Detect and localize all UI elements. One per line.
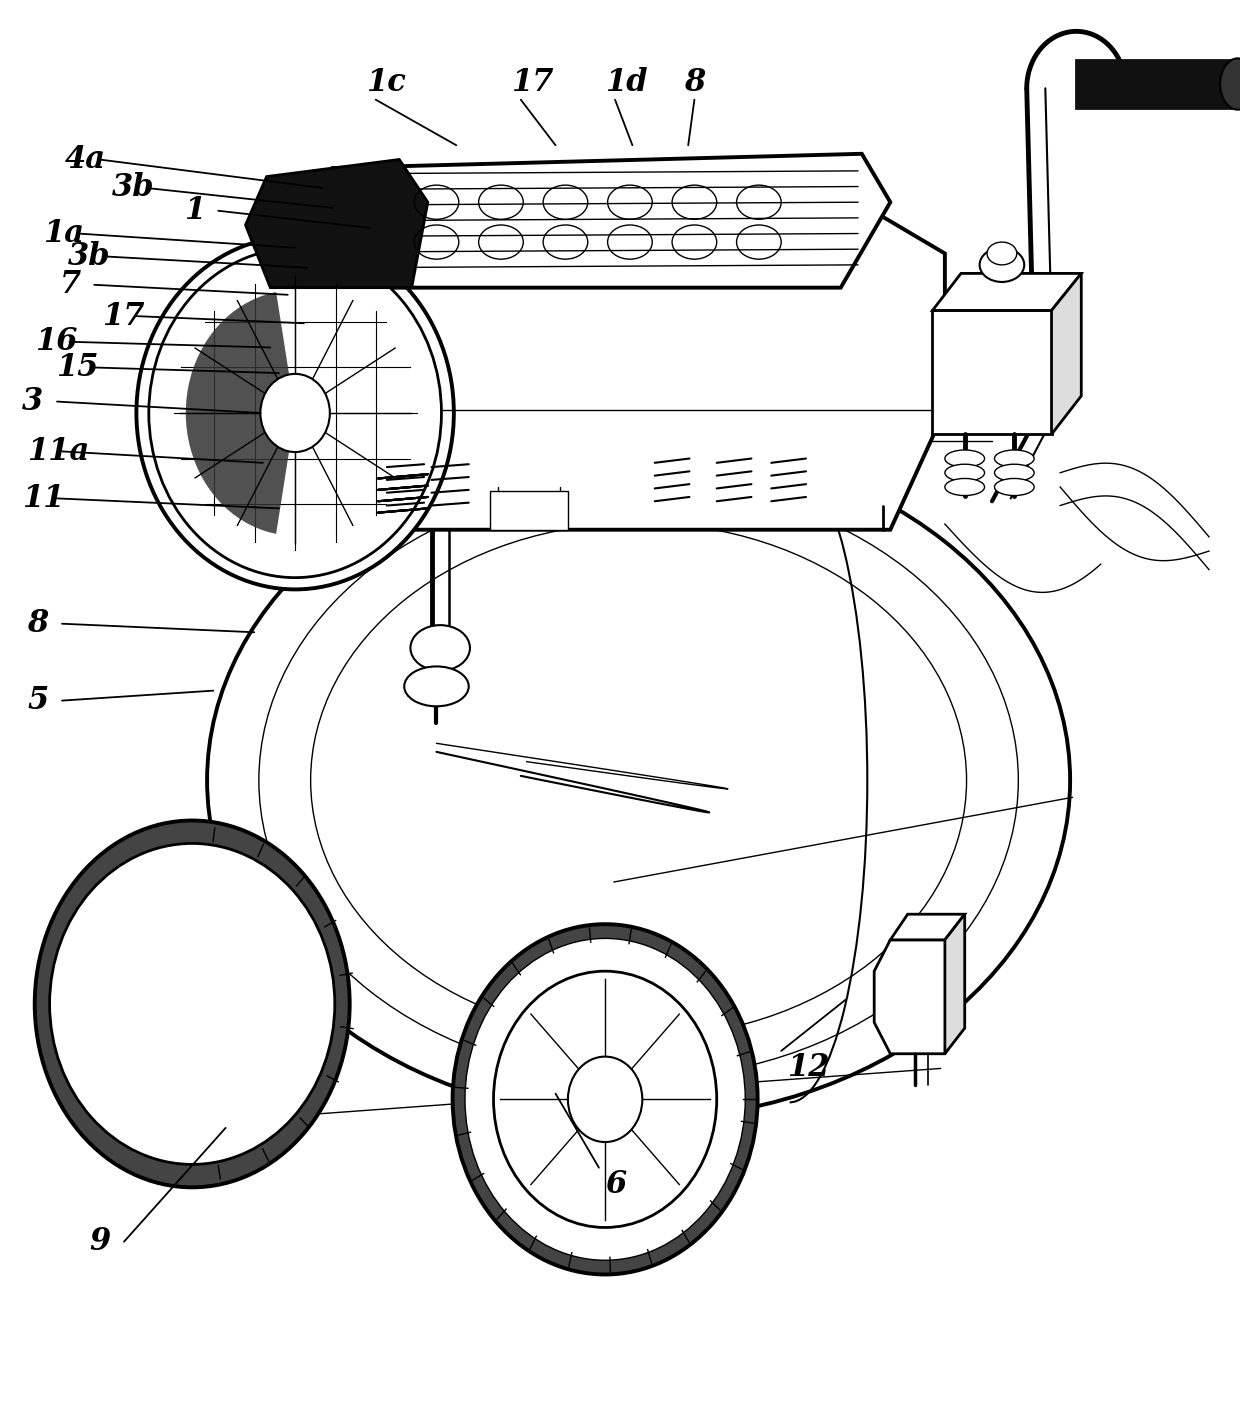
Ellipse shape (945, 450, 985, 467)
Text: 17: 17 (511, 67, 553, 98)
Ellipse shape (50, 843, 335, 1165)
Polygon shape (874, 940, 961, 1054)
Text: 1d: 1d (605, 67, 647, 98)
Text: 9: 9 (89, 1226, 110, 1257)
Ellipse shape (1220, 58, 1240, 110)
Ellipse shape (987, 242, 1017, 265)
Text: 5: 5 (27, 685, 48, 716)
Text: 3: 3 (22, 386, 43, 417)
Ellipse shape (453, 924, 758, 1274)
Ellipse shape (494, 971, 717, 1227)
Polygon shape (932, 310, 1052, 434)
Text: 7: 7 (60, 269, 81, 300)
Text: 3b: 3b (112, 172, 154, 204)
Ellipse shape (994, 464, 1034, 481)
Polygon shape (186, 292, 295, 534)
Ellipse shape (260, 375, 330, 451)
Text: 11a: 11a (27, 436, 89, 467)
Text: 15: 15 (56, 352, 98, 383)
Polygon shape (246, 159, 428, 288)
Text: 3b: 3b (68, 241, 110, 272)
Ellipse shape (994, 478, 1034, 496)
Ellipse shape (568, 1057, 642, 1142)
Polygon shape (242, 202, 945, 530)
Polygon shape (1052, 273, 1081, 434)
Ellipse shape (410, 625, 470, 671)
Text: 4a: 4a (64, 144, 105, 175)
Text: 8: 8 (27, 608, 48, 639)
Text: 11: 11 (22, 483, 64, 514)
Ellipse shape (465, 938, 745, 1260)
Ellipse shape (945, 464, 985, 481)
Ellipse shape (994, 450, 1034, 467)
Polygon shape (288, 154, 890, 288)
Ellipse shape (945, 478, 985, 496)
Ellipse shape (136, 236, 454, 590)
Polygon shape (932, 273, 1081, 310)
Ellipse shape (980, 248, 1024, 282)
Polygon shape (490, 491, 568, 530)
Ellipse shape (35, 820, 350, 1188)
Text: 1a: 1a (43, 218, 84, 249)
Ellipse shape (257, 266, 368, 423)
Ellipse shape (207, 441, 1070, 1119)
Text: 16: 16 (35, 326, 77, 357)
Text: 17: 17 (102, 300, 144, 332)
Text: 1: 1 (184, 195, 205, 226)
Text: 6: 6 (605, 1169, 626, 1200)
Text: 12: 12 (787, 1052, 830, 1084)
Text: 8: 8 (684, 67, 706, 98)
Ellipse shape (404, 666, 469, 706)
Text: 1c: 1c (366, 67, 405, 98)
Polygon shape (1076, 60, 1238, 108)
Ellipse shape (149, 248, 441, 578)
Polygon shape (890, 914, 965, 940)
Polygon shape (945, 914, 965, 1054)
